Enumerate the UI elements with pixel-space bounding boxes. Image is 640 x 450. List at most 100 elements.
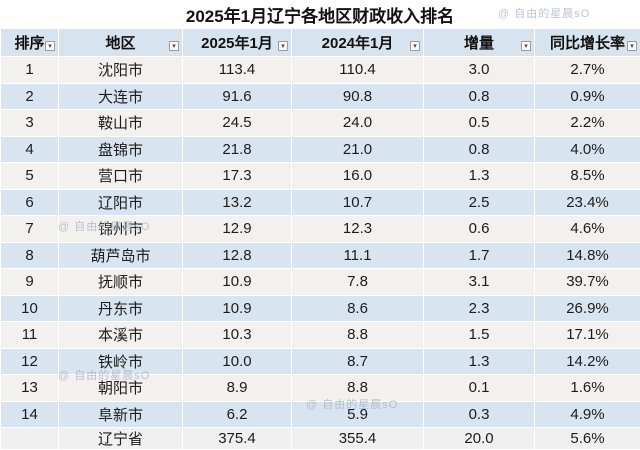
cell-growth: 39.7% [534, 268, 640, 296]
table-row: 2 大连市 91.6 90.8 0.8 0.9% [0, 82, 640, 110]
cell-region: 铁岭市 [58, 347, 183, 375]
table-row: 5 营口市 17.3 16.0 1.3 8.5% [0, 162, 640, 190]
filter-dropdown-icon[interactable]: ▾ [627, 41, 637, 51]
header-row: 排序 ▾ 地区 ▾ 2025年1月 ▾ 2024年1月 ▾ 增量 ▾ [0, 28, 640, 57]
column-header-label: 2025年1月 [201, 35, 273, 52]
cell-2025: 10.9 [182, 268, 292, 296]
cell-2024: 11.1 [291, 241, 424, 269]
table-row: 3 鞍山市 24.5 24.0 0.5 2.2% [0, 109, 640, 137]
cell-2025: 113.4 [182, 56, 292, 84]
cell-2025: 10.3 [182, 321, 292, 349]
cell-region: 沈阳市 [58, 56, 183, 84]
cell-2024: 8.7 [291, 347, 424, 375]
column-header-rank: 排序 ▾ [0, 28, 59, 57]
cell-region: 朝阳市 [58, 374, 183, 402]
cell-growth: 14.2% [534, 347, 640, 375]
cell-2025: 17.3 [182, 162, 292, 190]
cell-region: 盘锦市 [58, 135, 183, 163]
cell-2024: 8.8 [291, 321, 424, 349]
table-row: 1 沈阳市 113.4 110.4 3.0 2.7% [0, 56, 640, 84]
cell-2025: 10.0 [182, 347, 292, 375]
cell-rank: 9 [0, 268, 59, 296]
cell-growth: 4.9% [534, 400, 640, 428]
cell-region: 本溪市 [58, 321, 183, 349]
cell-delta: 3.1 [423, 268, 535, 296]
cell-region: 辽宁省 [58, 427, 183, 450]
cell-2024: 355.4 [291, 427, 424, 450]
cell-rank: 3 [0, 109, 59, 137]
cell-rank: 13 [0, 374, 59, 402]
cell-2025: 10.9 [182, 294, 292, 322]
cell-2024: 12.3 [291, 215, 424, 243]
cell-rank: 4 [0, 135, 59, 163]
cell-2024: 24.0 [291, 109, 424, 137]
cell-rank: 1 [0, 56, 59, 84]
cell-rank: 7 [0, 215, 59, 243]
filter-dropdown-icon[interactable]: ▾ [45, 41, 55, 51]
table-row: 9 抚顺市 10.9 7.8 3.1 39.7% [0, 268, 640, 296]
cell-growth: 26.9% [534, 294, 640, 322]
cell-2025: 24.5 [182, 109, 292, 137]
cell-growth: 2.2% [534, 109, 640, 137]
cell-2024: 8.6 [291, 294, 424, 322]
column-header-label: 排序 [14, 35, 45, 52]
column-header-delta: 增量 ▾ [423, 28, 535, 57]
cell-growth: 23.4% [534, 188, 640, 216]
cell-2025: 12.8 [182, 241, 292, 269]
column-header-growth: 同比增长率 ▾ [534, 28, 640, 57]
table-row: 13 朝阳市 8.9 8.8 0.1 1.6% [0, 374, 640, 402]
cell-rank: 5 [0, 162, 59, 190]
filter-dropdown-icon[interactable]: ▾ [410, 41, 420, 51]
cell-2025: 13.2 [182, 188, 292, 216]
cell-region: 辽阳市 [58, 188, 183, 216]
cell-delta: 0.5 [423, 109, 535, 137]
cell-delta: 0.8 [423, 135, 535, 163]
cell-delta: 0.3 [423, 400, 535, 428]
column-header-region: 地区 ▾ [58, 28, 183, 57]
table-row: 4 盘锦市 21.8 21.0 0.8 4.0% [0, 135, 640, 163]
cell-rank [0, 427, 59, 450]
cell-growth: 1.6% [534, 374, 640, 402]
cell-rank: 2 [0, 82, 59, 110]
cell-region: 葫芦岛市 [58, 241, 183, 269]
column-header-label: 地区 [105, 35, 136, 52]
table-row: 11 本溪市 10.3 8.8 1.5 17.1% [0, 321, 640, 349]
cell-delta: 0.6 [423, 215, 535, 243]
cell-region: 鞍山市 [58, 109, 183, 137]
table-row: 7 锦州市 12.9 12.3 0.6 4.6% [0, 215, 640, 243]
total-row: 辽宁省 375.4 355.4 20.0 5.6% [0, 427, 640, 450]
table-title: 2025年1月辽宁各地区财政收入排名 [0, 0, 640, 28]
column-header-2024: 2024年1月 ▾ [291, 28, 424, 57]
cell-2025: 12.9 [182, 215, 292, 243]
cell-growth: 5.6% [534, 427, 640, 450]
cell-2024: 7.8 [291, 268, 424, 296]
table-row: 10 丹东市 10.9 8.6 2.3 26.9% [0, 294, 640, 322]
cell-rank: 12 [0, 347, 59, 375]
cell-2024: 8.8 [291, 374, 424, 402]
table-row: 12 铁岭市 10.0 8.7 1.3 14.2% [0, 347, 640, 375]
cell-growth: 8.5% [534, 162, 640, 190]
cell-growth: 2.7% [534, 56, 640, 84]
cell-delta: 2.5 [423, 188, 535, 216]
cell-rank: 11 [0, 321, 59, 349]
cell-delta: 1.3 [423, 162, 535, 190]
column-header-2025: 2025年1月 ▾ [182, 28, 292, 57]
cell-region: 阜新市 [58, 400, 183, 428]
cell-rank: 14 [0, 400, 59, 428]
column-header-label: 增量 [463, 35, 494, 52]
cell-2024: 5.9 [291, 400, 424, 428]
table-row: 8 葫芦岛市 12.8 11.1 1.7 14.8% [0, 241, 640, 269]
cell-2025: 6.2 [182, 400, 292, 428]
cell-2024: 90.8 [291, 82, 424, 110]
table-row: 6 辽阳市 13.2 10.7 2.5 23.4% [0, 188, 640, 216]
cell-region: 大连市 [58, 82, 183, 110]
filter-dropdown-icon[interactable]: ▾ [278, 41, 288, 51]
cell-delta: 0.1 [423, 374, 535, 402]
filter-dropdown-icon[interactable]: ▾ [521, 41, 531, 51]
cell-growth: 4.0% [534, 135, 640, 163]
filter-dropdown-icon[interactable]: ▾ [169, 41, 179, 51]
cell-delta: 1.5 [423, 321, 535, 349]
cell-2024: 10.7 [291, 188, 424, 216]
table-row: 14 阜新市 6.2 5.9 0.3 4.9% [0, 400, 640, 428]
